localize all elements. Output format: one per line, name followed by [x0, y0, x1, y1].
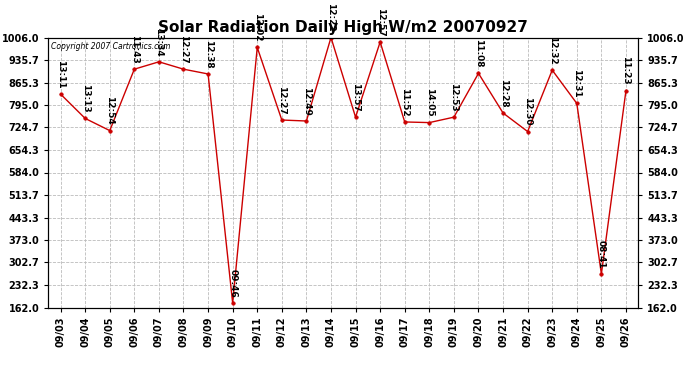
Text: 12:30: 12:30 [523, 98, 532, 126]
Text: 12:38: 12:38 [204, 40, 213, 68]
Text: 12:27: 12:27 [277, 86, 286, 114]
Text: 12:32: 12:32 [548, 36, 557, 64]
Text: 11:23: 11:23 [622, 56, 631, 85]
Text: 13:34: 13:34 [155, 27, 164, 56]
Text: 11:08: 11:08 [474, 39, 483, 68]
Text: 12:31: 12:31 [572, 69, 581, 98]
Title: Solar Radiation Daily High W/m2 20070927: Solar Radiation Daily High W/m2 20070927 [158, 20, 529, 35]
Text: 11:43: 11:43 [130, 35, 139, 64]
Text: 12:22: 12:22 [326, 3, 335, 32]
Text: 12:27: 12:27 [179, 35, 188, 64]
Text: 12:02: 12:02 [253, 13, 262, 42]
Text: 13:57: 13:57 [351, 83, 360, 112]
Text: 14:05: 14:05 [425, 88, 434, 117]
Text: 12:54: 12:54 [106, 96, 115, 125]
Text: Copyright 2007 Cartronics.com: Copyright 2007 Cartronics.com [51, 42, 170, 51]
Text: 09:46: 09:46 [228, 269, 237, 297]
Text: 12:28: 12:28 [499, 79, 508, 108]
Text: 12:49: 12:49 [302, 87, 311, 116]
Text: 11:52: 11:52 [400, 88, 409, 116]
Text: 08:41: 08:41 [597, 240, 606, 268]
Text: 13:11: 13:11 [56, 60, 65, 88]
Text: 13:13: 13:13 [81, 84, 90, 113]
Text: 12:57: 12:57 [375, 8, 384, 36]
Text: 12:53: 12:53 [449, 83, 458, 112]
